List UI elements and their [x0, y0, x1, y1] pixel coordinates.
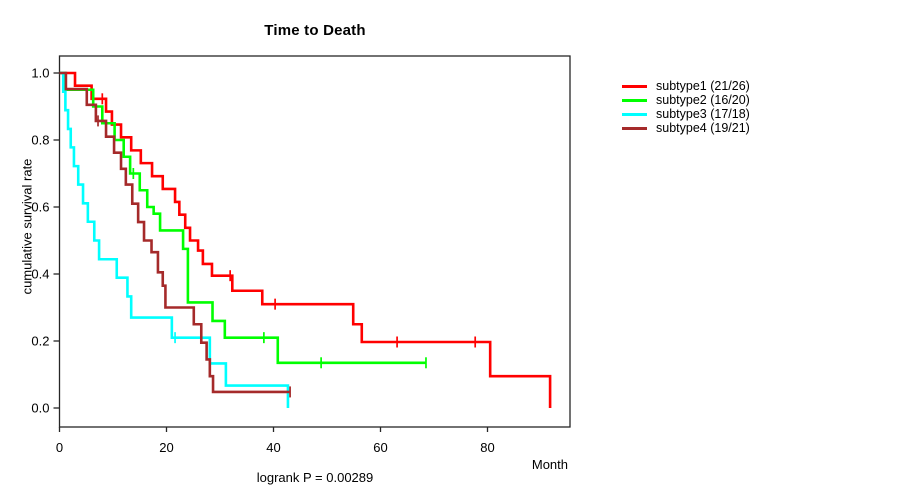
y-axis-title: cumulative survival rate	[19, 158, 35, 295]
legend-label: subtype4 (19/21)	[656, 121, 750, 135]
x-axis-title: Month	[531, 457, 568, 472]
legend-label: subtype2 (16/20)	[656, 93, 750, 107]
svg-text:0.8: 0.8	[31, 133, 49, 148]
svg-text:60: 60	[373, 440, 387, 455]
svg-text:1.0: 1.0	[31, 66, 49, 81]
svg-text:80: 80	[480, 440, 494, 455]
legend-label: subtype3 (17/18)	[656, 107, 750, 121]
curve-subtype3	[59, 71, 290, 408]
curve-subtype2	[59, 71, 427, 369]
x-axis-ticks: 0 20 40 60 80	[56, 427, 495, 455]
logrank-pvalue-caption: logrank P = 0.00289	[256, 470, 374, 485]
legend-item: subtype4 (19/21)	[622, 121, 750, 135]
svg-text:40: 40	[266, 440, 280, 455]
curve-subtype1	[59, 71, 552, 408]
legend-line-swatch	[622, 126, 647, 130]
svg-text:0.4: 0.4	[31, 267, 49, 282]
svg-text:0.6: 0.6	[31, 200, 49, 215]
legend-item: subtype3 (17/18)	[622, 107, 750, 121]
legend: subtype1 (21/26) subtype2 (16/20) subtyp…	[622, 79, 750, 135]
plot-box	[58, 55, 571, 428]
legend-item: subtype2 (16/20)	[622, 93, 750, 107]
svg-text:0.2: 0.2	[31, 334, 49, 349]
y-axis-ticks: 0.0 0.2 0.4 0.6 0.8 1.0	[31, 66, 60, 416]
legend-line-swatch	[622, 84, 647, 88]
legend-line-swatch	[622, 112, 647, 116]
svg-text:0: 0	[56, 440, 63, 455]
legend-label: subtype1 (21/26)	[656, 79, 750, 93]
curve-subtype4	[59, 71, 291, 398]
svg-text:0.0: 0.0	[31, 401, 49, 416]
legend-line-swatch	[622, 98, 647, 102]
svg-text:20: 20	[159, 440, 173, 455]
legend-item: subtype1 (21/26)	[622, 79, 750, 93]
chart-title: Time to Death	[264, 22, 366, 39]
